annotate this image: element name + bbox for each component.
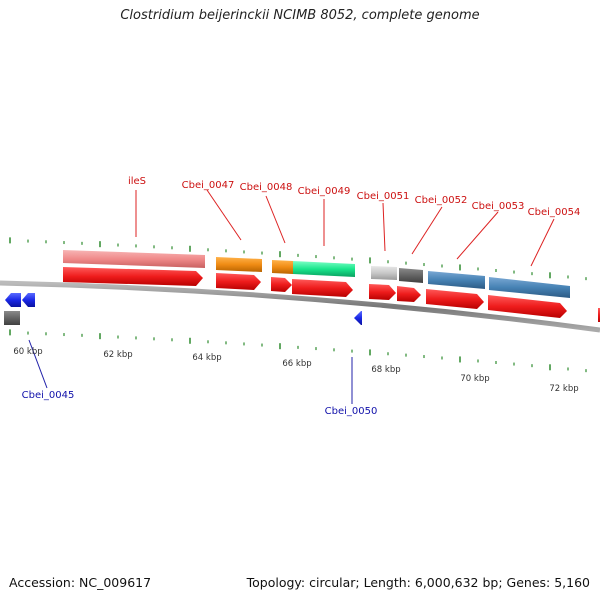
cog-bar	[216, 257, 262, 272]
cog-bar	[371, 266, 397, 280]
scale-label: 70 kbp	[460, 374, 489, 384]
cds-arrow-reverse	[22, 293, 35, 307]
gene-label-cbei-0045: Cbei_0045	[22, 390, 75, 401]
cds-arrow	[216, 273, 261, 290]
gene-label-cbei-0052: Cbei_0052	[415, 195, 468, 206]
leader-line-cbei-0053	[456, 211, 499, 260]
tick-row-outer	[9, 237, 587, 281]
cds-arrow	[397, 286, 421, 302]
scale-labels: 60 kbp 62 kbp 64 kbp 66 kbp 68 kbp 70 kb…	[13, 347, 578, 394]
scale-label: 64 kbp	[192, 353, 221, 363]
scale-label: 60 kbp	[13, 347, 42, 357]
leader-line-cbei-0051	[382, 202, 386, 252]
gene-labels: ileS Cbei_0047 Cbei_0048 Cbei_0049 Cbei_…	[22, 176, 581, 417]
cds-arrow	[426, 289, 484, 309]
scale-label: 68 kbp	[371, 365, 400, 375]
cds-arrow	[63, 267, 203, 286]
cog-bar	[293, 261, 355, 277]
cds-arrow-reverse	[354, 311, 362, 325]
tick-row-inner	[9, 329, 587, 373]
cds-forward-track	[63, 267, 600, 322]
gene-label-cbei-0050: Cbei_0050	[325, 406, 378, 417]
cog-bar	[428, 271, 485, 289]
gene-label-cbei-0048: Cbei_0048	[240, 182, 293, 193]
gene-label-cbei-0053: Cbei_0053	[472, 201, 525, 212]
leader-line-cbei-0047	[206, 189, 242, 241]
leader-line-cbei-0054	[530, 218, 555, 267]
cds-reverse-track	[4, 293, 362, 325]
leader-line-cbei-0052	[411, 206, 443, 255]
cds-arrow-reverse	[5, 293, 21, 307]
genome-summary-text: Topology: circular; Length: 6,000,632 bp…	[246, 575, 590, 590]
cog-bar	[63, 250, 205, 268]
cog-bar	[399, 268, 423, 283]
cds-arrow	[369, 284, 396, 300]
scale-label: 72 kbp	[549, 384, 578, 394]
cds-arrow	[271, 277, 292, 292]
scale-label: 66 kbp	[282, 359, 311, 369]
accession-text: Accession: NC_009617	[9, 575, 152, 590]
gene-label-cbei-0051: Cbei_0051	[357, 191, 410, 202]
cds-arrow	[292, 279, 353, 297]
gene-label-ileS: ileS	[128, 176, 146, 187]
cds-arrow	[488, 295, 567, 318]
scale-label: 62 kbp	[103, 350, 132, 360]
genome-backbone	[0, 280, 600, 333]
gene-label-cbei-0054: Cbei_0054	[528, 207, 581, 218]
cog-bar	[4, 311, 20, 325]
gene-label-cbei-0049: Cbei_0049	[298, 186, 351, 197]
gene-leader-lines	[28, 189, 555, 404]
cog-track	[63, 250, 570, 298]
gene-label-cbei-0047: Cbei_0047	[182, 180, 235, 191]
leader-line-cbei-0045	[28, 339, 48, 389]
map-title: Clostridium beijerinckii NCIMB 8052, com…	[120, 8, 480, 23]
leader-line-cbei-0048	[265, 195, 286, 244]
cog-bar	[489, 277, 570, 298]
cog-bar	[272, 260, 293, 274]
